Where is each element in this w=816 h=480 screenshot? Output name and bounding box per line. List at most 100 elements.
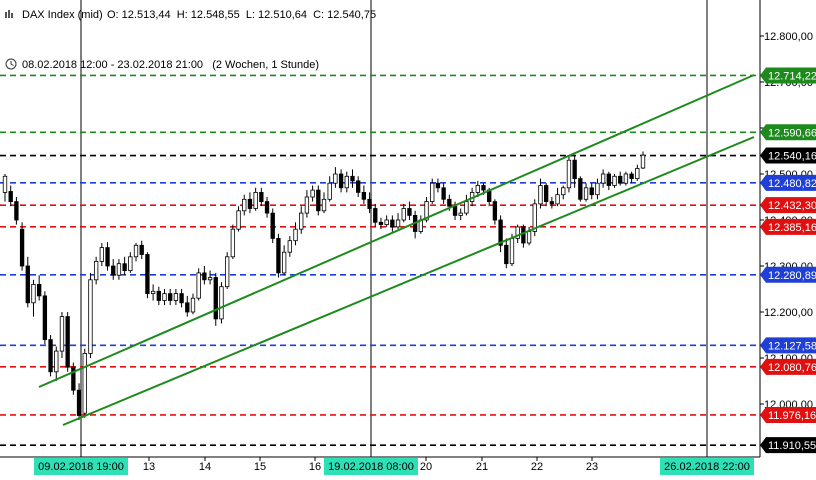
candle bbox=[390, 215, 395, 232]
candle-body-down bbox=[105, 247, 110, 267]
candle-body-up bbox=[304, 196, 310, 214]
candle-body-up bbox=[327, 182, 332, 200]
level-tag-label: 12.714,22 bbox=[768, 70, 816, 82]
candle bbox=[412, 210, 418, 239]
candle-body-down bbox=[179, 293, 184, 304]
candle bbox=[498, 215, 503, 253]
candle bbox=[122, 256, 127, 276]
candle-body-down bbox=[407, 208, 412, 216]
candle bbox=[25, 256, 30, 308]
candle-body-down bbox=[25, 265, 30, 304]
x-axis: 13 14 15 16 20 21 22 23 09.02.2018 19:00 19.02.20… bbox=[34, 457, 754, 475]
candle-body-down bbox=[618, 175, 623, 184]
candle-body-up bbox=[623, 173, 629, 184]
level-tag[interactable]: 12.385,16 bbox=[760, 218, 816, 235]
channel-upper-line[interactable] bbox=[38, 74, 755, 388]
channel-lower-line[interactable] bbox=[62, 136, 755, 426]
x-marker-box bbox=[324, 458, 418, 475]
candle bbox=[464, 194, 469, 216]
level-tag[interactable]: 12.127,58 bbox=[760, 337, 816, 354]
candle bbox=[259, 187, 264, 207]
candle bbox=[76, 383, 82, 421]
x-tick-label: 23 bbox=[586, 461, 598, 473]
candle-body-up bbox=[600, 173, 606, 184]
level-tag-label: 12.280,89 bbox=[768, 270, 816, 282]
candle-body-up bbox=[253, 191, 258, 209]
ohlc-readout: O: 12.513,44 H: 12.548,55 L: 12.510,64 C… bbox=[107, 9, 376, 21]
candle-body-up bbox=[538, 185, 543, 205]
candle bbox=[566, 155, 572, 193]
candle-body-down bbox=[373, 208, 378, 223]
candle bbox=[71, 362, 76, 395]
candle bbox=[287, 236, 292, 257]
level-tag[interactable]: 12.540,16 bbox=[760, 147, 816, 164]
y-tick-label: 12.200,00 bbox=[764, 307, 813, 319]
candle-body-up bbox=[566, 159, 572, 189]
candle-body-up bbox=[242, 198, 247, 212]
candle-body-down bbox=[504, 244, 509, 265]
level-tag[interactable]: 11.976,16 bbox=[760, 406, 816, 423]
level-tag[interactable]: 11.910,55 bbox=[760, 437, 816, 454]
level-tag[interactable]: 12.714,22 bbox=[760, 67, 816, 84]
candle-body-up bbox=[321, 198, 327, 212]
level-tag-label: 12.127,58 bbox=[768, 340, 816, 352]
level-tag[interactable]: 12.590,66 bbox=[760, 124, 816, 141]
level-tag-label: 12.480,82 bbox=[768, 178, 816, 190]
candle bbox=[430, 178, 435, 204]
candle-body-down bbox=[276, 237, 281, 274]
candle-body-up bbox=[424, 201, 429, 221]
level-tag[interactable]: 12.432,30 bbox=[760, 197, 816, 214]
x-tick-label: 21 bbox=[476, 461, 488, 473]
candle-body-down bbox=[441, 187, 446, 200]
candle-body-down bbox=[338, 173, 344, 189]
candle-body-up bbox=[133, 244, 139, 258]
level-tag[interactable]: 12.080,76 bbox=[760, 358, 816, 375]
x-marker-tag[interactable]: 09.02.2018 19:00 bbox=[34, 458, 128, 475]
candle-body-down bbox=[378, 221, 384, 226]
candle-body-up bbox=[515, 226, 520, 239]
candle bbox=[458, 208, 463, 220]
candle-body-up bbox=[207, 277, 213, 281]
candle bbox=[578, 176, 583, 202]
candle bbox=[606, 171, 611, 191]
x-marker-box bbox=[660, 458, 754, 475]
candle-body-down bbox=[213, 277, 218, 320]
level-tag-box bbox=[760, 437, 816, 454]
candle bbox=[224, 252, 230, 289]
candle-body-down bbox=[572, 159, 577, 179]
candle-body-up bbox=[82, 352, 87, 414]
x-marker-tag[interactable]: 19.02.2018 08:00 bbox=[324, 458, 418, 475]
candle-body-down bbox=[65, 316, 70, 368]
trend-channel bbox=[38, 74, 755, 426]
candle bbox=[54, 346, 59, 381]
candle-body-up bbox=[281, 251, 287, 274]
candle bbox=[111, 259, 116, 280]
candle bbox=[555, 187, 560, 207]
candle-body-up bbox=[219, 286, 224, 320]
candle-body-down bbox=[606, 173, 611, 186]
candle bbox=[373, 203, 378, 227]
level-tag[interactable]: 12.280,89 bbox=[760, 266, 816, 283]
candle-body-up bbox=[555, 194, 560, 205]
candle-body-down bbox=[316, 189, 321, 212]
candle-body-up bbox=[99, 247, 105, 262]
candle bbox=[589, 183, 594, 200]
candle-body-down bbox=[356, 180, 361, 193]
candle bbox=[190, 293, 196, 315]
candle bbox=[242, 194, 247, 216]
candle bbox=[65, 312, 70, 372]
candle bbox=[196, 268, 201, 301]
x-tick-label: 16 bbox=[309, 461, 321, 473]
candle-body-up bbox=[595, 182, 600, 196]
level-tag-label: 12.385,16 bbox=[768, 222, 816, 234]
instrument-name: DAX Index (mid) bbox=[22, 9, 103, 21]
candle bbox=[202, 266, 207, 285]
candle-body-up bbox=[310, 189, 315, 198]
x-marker-tag[interactable]: 26.02.2018 22:00 bbox=[660, 458, 754, 475]
level-tag-box bbox=[760, 67, 816, 84]
candle-body-down bbox=[139, 244, 144, 255]
candle-body-down bbox=[76, 389, 82, 416]
candle bbox=[270, 208, 275, 243]
level-tag[interactable]: 12.480,82 bbox=[760, 174, 816, 191]
